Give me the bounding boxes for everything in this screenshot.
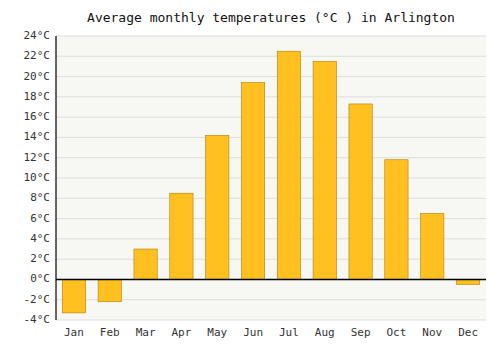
grid-line (56, 178, 486, 179)
grid-line (56, 36, 486, 37)
y-tick-label: 16°C (24, 110, 51, 123)
bar (385, 160, 408, 280)
bar (98, 279, 121, 301)
bar (170, 193, 193, 279)
chart-container: -4°C -2°C 0°C 2°C 4°C 6°C 8°C 10°C 12°C 14°C 16°C 1… (0, 0, 500, 350)
zero-line (56, 279, 486, 281)
y-tick-label: 0°C (30, 272, 50, 285)
bar (277, 51, 300, 279)
grid-line (56, 76, 486, 77)
y-tick-label: -4°C (24, 313, 51, 326)
chart-title: Average monthly temperatures (°C ) in Ar… (87, 10, 455, 25)
y-tick-label: 2°C (30, 252, 50, 265)
x-tick-label: Aug (315, 326, 335, 339)
bar (313, 61, 336, 279)
x-tick-label: Jan (64, 326, 84, 339)
y-tick-label: 14°C (24, 130, 51, 143)
x-tick-label: Mar (136, 326, 156, 339)
bar (241, 83, 264, 280)
grid-line (56, 96, 486, 97)
bar (62, 279, 85, 312)
x-tick-label: Sep (351, 326, 371, 339)
y-tick-label: 12°C (24, 151, 51, 164)
bar (456, 279, 479, 284)
y-tick-label: 6°C (30, 212, 50, 225)
grid-line (56, 279, 486, 280)
y-axis-line (55, 36, 56, 320)
bar (421, 214, 444, 280)
x-tick-label: May (207, 326, 227, 339)
x-tick-label: Feb (100, 326, 120, 339)
y-tick-label: 22°C (24, 49, 51, 62)
bar (134, 249, 157, 279)
y-tick-label: 10°C (24, 171, 51, 184)
x-tick-label: Jul (279, 326, 299, 339)
y-tick-label: 18°C (24, 90, 51, 103)
y-tick-label: 8°C (30, 191, 50, 204)
chart-svg: -4°C -2°C 0°C 2°C 4°C 6°C 8°C 10°C 12°C 14°C 16°C 1… (0, 0, 500, 350)
plot-background (56, 36, 486, 320)
x-tick-label: Apr (171, 326, 191, 339)
bar (206, 135, 229, 279)
grid-line (56, 137, 486, 138)
y-tick-label: -2°C (24, 293, 51, 306)
y-tick-label: 24°C (24, 29, 51, 42)
x-tick-label: Jun (243, 326, 263, 339)
y-tick-label: 4°C (30, 232, 50, 245)
bars (62, 51, 479, 313)
x-tick-label: Dec (458, 326, 478, 339)
y-tick-label: 20°C (24, 70, 51, 83)
grid-line (56, 198, 486, 199)
grid-line (56, 56, 486, 57)
grid-line (56, 117, 486, 118)
bar (349, 104, 372, 279)
x-tick-label: Nov (422, 326, 442, 339)
x-tick-label: Oct (386, 326, 406, 339)
grid-line (56, 320, 486, 321)
grid-line (56, 157, 486, 158)
